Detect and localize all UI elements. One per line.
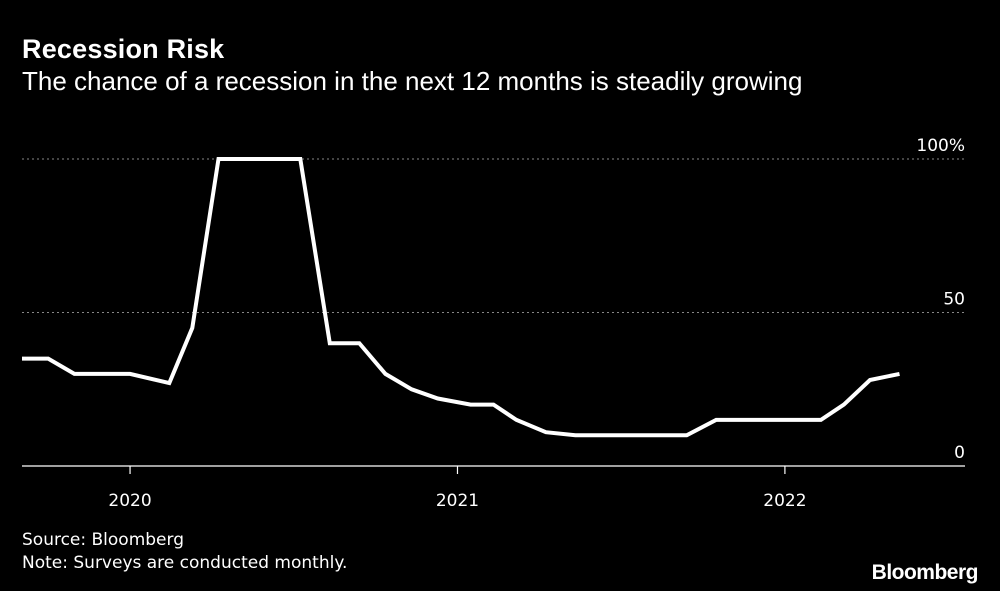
chart-subtitle: The chance of a recession in the next 12… <box>22 66 803 96</box>
bloomberg-logo: Bloomberg <box>871 561 979 584</box>
chart-title: Recession Risk <box>22 34 225 64</box>
series-layer <box>22 157 900 438</box>
y-tick-label: 100% <box>916 136 965 156</box>
survey-note: Note: Surveys are conducted monthly. <box>22 553 348 573</box>
axis-layer: 0 50 100% 2020 2021 2022 <box>22 136 965 511</box>
y-tick-label: 50 <box>943 290 965 310</box>
y-tick-label: 0 <box>954 443 965 463</box>
x-tick-label: 2022 <box>763 491 806 511</box>
x-tick-label: 2020 <box>108 491 151 511</box>
grid-layer <box>22 158 965 313</box>
series-line-0 <box>22 157 900 438</box>
source-note: Source: Bloomberg <box>22 530 184 550</box>
x-tick-label: 2021 <box>436 491 479 511</box>
